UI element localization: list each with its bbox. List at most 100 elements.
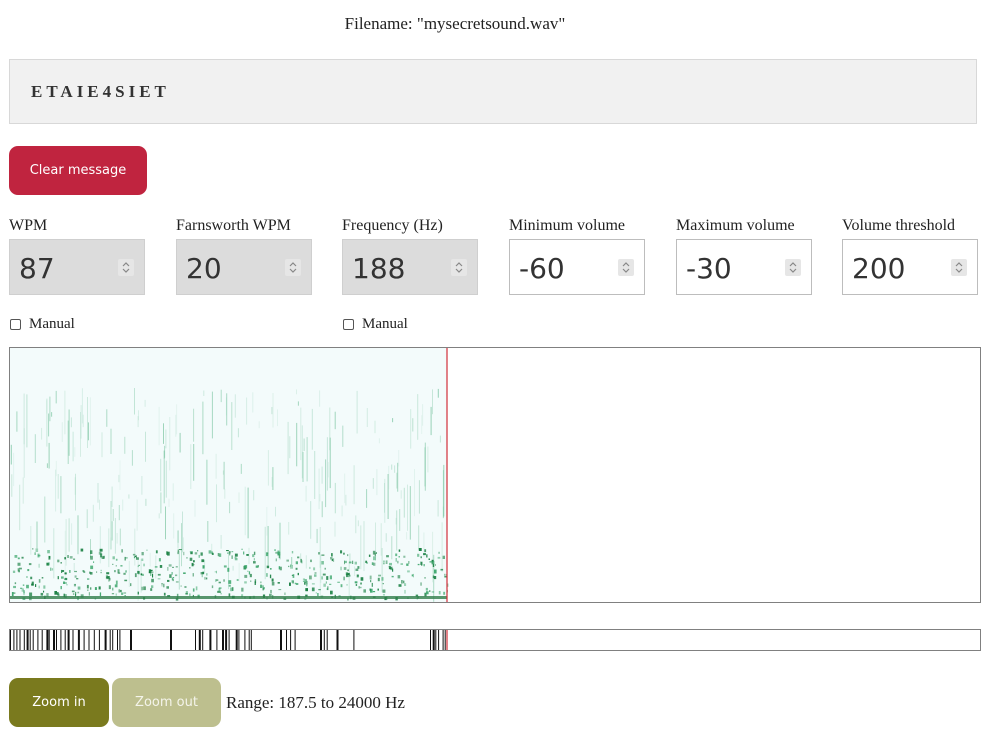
- spectrogram-energy: [431, 561, 435, 565]
- spectrogram-energy: [87, 589, 89, 591]
- minimum-volume-input[interactable]: -60: [509, 239, 645, 295]
- morse-timeline[interactable]: [9, 629, 981, 651]
- spectrogram-energy: [64, 582, 67, 584]
- spectrogram-streak: [46, 400, 48, 414]
- spectrogram-streak: [289, 436, 291, 459]
- spectrogram-energy: [260, 581, 262, 584]
- zoom-out-button[interactable]: Zoom out: [112, 678, 221, 727]
- spectrogram-canvas[interactable]: [9, 347, 981, 603]
- spectrogram-energy: [253, 551, 256, 555]
- spectrogram-energy: [253, 561, 256, 564]
- morse-tick: [442, 630, 444, 650]
- spectrogram-energy: [329, 583, 332, 585]
- spectrogram-energy: [184, 586, 187, 588]
- morse-tick: [248, 630, 250, 650]
- spectrogram-energy: [382, 583, 384, 585]
- spectrogram-streak: [137, 416, 139, 428]
- spectrogram-energy: [369, 575, 372, 580]
- spectrogram-streak: [30, 526, 32, 555]
- frequency-input[interactable]: 188: [342, 239, 478, 295]
- morse-tick: [228, 630, 230, 650]
- wpm-input[interactable]: 87: [9, 239, 145, 295]
- spectrogram-streak: [300, 407, 302, 461]
- spectrogram-streak: [51, 412, 53, 417]
- spectrogram-energy: [383, 562, 385, 565]
- spectrogram-energy: [41, 577, 44, 579]
- maximum-volume-input[interactable]: -30: [676, 239, 812, 295]
- spectrogram-streak: [97, 483, 99, 503]
- spectrogram-energy: [46, 562, 49, 566]
- spectrogram-energy: [370, 580, 372, 583]
- spectrogram-streak: [215, 453, 217, 479]
- spectrogram-energy: [137, 570, 140, 574]
- spectrogram-energy: [26, 576, 28, 578]
- spectrogram-streak: [110, 501, 112, 550]
- spectrogram-streak: [128, 560, 130, 587]
- volume-threshold-input[interactable]: 200: [842, 239, 978, 295]
- spectrogram-energy: [216, 570, 217, 574]
- spectrogram-energy: [401, 580, 403, 584]
- spectrogram-energy: [114, 584, 118, 588]
- spectrogram-streak: [165, 506, 166, 540]
- spectrogram-energy: [229, 551, 231, 554]
- wpm-spinner-icon[interactable]: [118, 259, 134, 276]
- spectrogram-streak: [432, 531, 434, 583]
- spectrogram-energy: [407, 570, 410, 573]
- volume-threshold-spinner-icon[interactable]: [951, 259, 967, 276]
- farnsworth-wpm-input[interactable]: 20: [176, 239, 312, 295]
- spectrogram-energy: [215, 579, 217, 582]
- spectrogram-energy: [64, 578, 67, 580]
- spectrogram-energy: [159, 565, 163, 568]
- farnsworth-wpm-spinner-icon[interactable]: [285, 259, 301, 276]
- spectrogram-streak: [410, 409, 412, 449]
- spectrogram-streak: [334, 411, 336, 430]
- spectrogram-energy: [418, 548, 422, 551]
- clear-message-button[interactable]: Clear message: [9, 146, 147, 195]
- maximum-volume-label: Maximum volume: [676, 217, 795, 234]
- frequency-manual-label: Manual: [362, 315, 408, 332]
- spectrogram-streak: [395, 517, 397, 525]
- spectrogram-energy: [12, 570, 16, 573]
- spectrogram-energy: [54, 591, 57, 595]
- spectrogram-streak: [64, 530, 66, 580]
- wpm-manual-toggle[interactable]: Manual: [10, 316, 75, 332]
- spectrogram-streak: [432, 389, 433, 415]
- spectrogram-energy: [154, 566, 158, 568]
- frequency-spinner-icon[interactable]: [451, 259, 467, 276]
- zoom-in-button[interactable]: Zoom in: [9, 678, 109, 727]
- morse-tick: [320, 630, 322, 650]
- spectrogram-streak: [128, 494, 130, 499]
- spectrogram-energy: [223, 579, 225, 582]
- spectrogram-energy: [172, 578, 174, 582]
- frequency-manual-checkbox[interactable]: [343, 318, 354, 330]
- spectrogram-energy: [77, 586, 81, 590]
- spectrogram-energy: [141, 558, 144, 561]
- spectrogram-energy: [257, 565, 259, 568]
- spectrogram-energy: [163, 583, 165, 588]
- spectrogram-energy: [100, 569, 102, 572]
- frequency-manual-toggle[interactable]: Manual: [343, 316, 408, 332]
- spectrogram-streak: [412, 418, 414, 432]
- spectrogram-energy: [134, 555, 137, 558]
- minimum-volume-spinner-icon[interactable]: [618, 259, 634, 276]
- spectrogram-energy: [301, 560, 303, 564]
- spectrogram-streak: [366, 489, 368, 508]
- spectrogram-energy: [123, 592, 127, 594]
- maximum-volume-spinner-icon[interactable]: [785, 259, 801, 276]
- spectrogram-energy: [425, 587, 428, 591]
- spectrogram-energy: [201, 574, 203, 578]
- wpm-manual-checkbox[interactable]: [10, 318, 21, 330]
- spectrogram-energy: [377, 577, 380, 582]
- spectrogram-streak: [394, 465, 396, 473]
- spectrogram-energy: [148, 569, 151, 572]
- spectrogram-energy: [255, 565, 258, 568]
- spectrogram-energy: [360, 582, 362, 585]
- spectrogram-streak: [391, 464, 393, 470]
- spectrogram-energy: [218, 581, 221, 584]
- spectrogram-energy: [275, 551, 278, 554]
- morse-tick: [195, 630, 196, 650]
- spectrogram-energy: [309, 575, 312, 580]
- spectrogram-energy: [340, 550, 343, 554]
- spectrogram-energy: [117, 572, 121, 574]
